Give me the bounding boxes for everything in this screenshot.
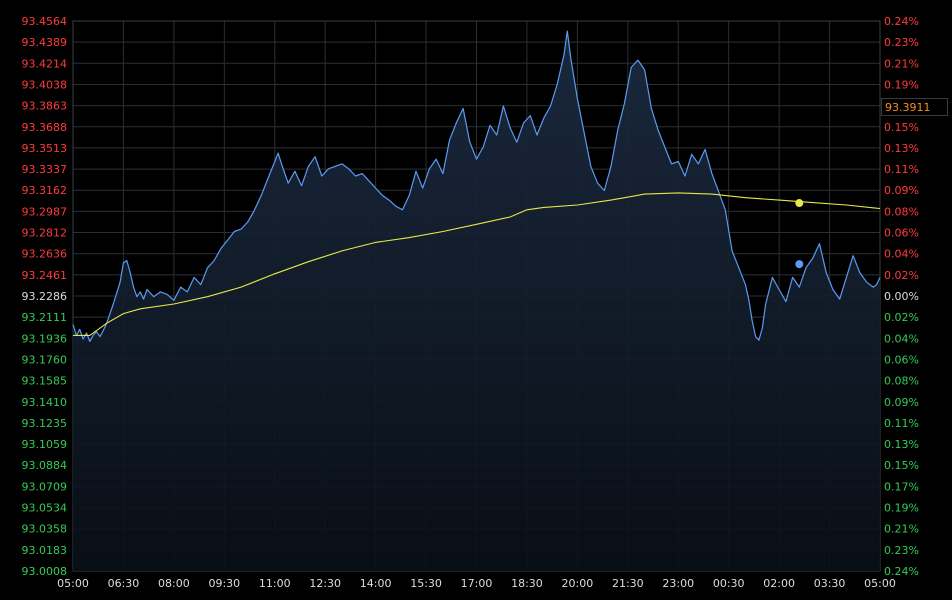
y-tick-label-left: 93.1760 <box>22 353 68 366</box>
series-markers <box>795 199 804 269</box>
x-tick-label: 05:00 <box>57 577 89 590</box>
y-tick-label-left: 93.4564 <box>22 15 68 28</box>
y-tick-label-right: 0.11% <box>884 163 919 176</box>
y-tick-label-left: 93.1235 <box>22 417 68 430</box>
y-tick-label-right: 0.23% <box>884 36 919 49</box>
y-tick-label-right: 0.02% <box>884 269 919 282</box>
x-tick-label: 08:00 <box>158 577 190 590</box>
x-tick-label: 11:00 <box>259 577 291 590</box>
y-tick-label-right: 0.19% <box>884 502 919 515</box>
y-tick-label-left: 93.3863 <box>22 100 68 113</box>
y-tick-label-right: 0.08% <box>884 205 919 218</box>
y-tick-label-left: 93.2636 <box>22 248 68 261</box>
y-tick-label-right: 0.21% <box>884 523 919 536</box>
price-area-fill <box>73 31 880 572</box>
average-marker <box>795 199 804 208</box>
y-tick-label-right: 0.06% <box>884 227 919 240</box>
y-tick-label-left: 93.4038 <box>22 78 68 91</box>
y-tick-label-left: 93.0358 <box>22 523 68 536</box>
y-tick-label-right: 0.19% <box>884 78 919 91</box>
y-tick-label-left: 93.0534 <box>22 502 68 515</box>
y-tick-label-left: 93.1059 <box>22 438 68 451</box>
y-tick-label-left: 93.2987 <box>22 205 68 218</box>
y-tick-label-right: 0.13% <box>884 142 919 155</box>
series-lines <box>72 30 881 342</box>
y-tick-label-left: 93.3337 <box>22 163 68 176</box>
x-tick-label: 06:30 <box>108 577 140 590</box>
y-tick-label-right: 0.11% <box>884 417 919 430</box>
y-tick-label-left: 93.3162 <box>22 184 68 197</box>
y-tick-label-right: 0.15% <box>884 459 919 472</box>
current-price-tag: 93.3911 <box>881 98 948 116</box>
y-tick-label-right: 0.04% <box>884 332 919 345</box>
y-tick-label-left: 93.0709 <box>22 480 68 493</box>
y-tick-label-right: 0.17% <box>884 480 919 493</box>
y-tick-label-right: 0.23% <box>884 544 919 557</box>
y-tick-label-left: 93.1585 <box>22 375 68 388</box>
left-price-axis: 93.4564 93.4389 93.4214 93.4038 93.3863 93.36… <box>22 15 68 578</box>
x-tick-label: 00:30 <box>713 577 745 590</box>
x-tick-label: 05:00 <box>864 577 896 590</box>
y-tick-label-right: 0.15% <box>884 121 919 134</box>
y-tick-label-right: 0.08% <box>884 375 919 388</box>
y-tick-label-left: 93.2111 <box>22 311 68 324</box>
y-tick-label-left: 93.1410 <box>22 396 68 409</box>
price-marker <box>795 260 804 269</box>
y-tick-label-left: 93.4214 <box>22 57 68 70</box>
x-tick-label: 15:30 <box>410 577 442 590</box>
y-tick-label-right: 0.24% <box>884 565 919 578</box>
average-line <box>73 192 881 336</box>
right-percent-axis: 0.24% 0.23% 0.21% 0.19% 0.17% 0.15% 0.13% 0.11%… <box>884 15 919 578</box>
y-tick-label-right: 0.24% <box>884 15 919 28</box>
time-axis: 05:00 06:30 08:00 09:30 11:00 12:30 14:00 15:30… <box>57 577 896 590</box>
x-tick-label: 03:30 <box>814 577 846 590</box>
y-tick-label-left: 93.3688 <box>22 121 68 134</box>
y-tick-label-left: 93.0884 <box>22 459 68 472</box>
y-tick-label-right: 0.09% <box>884 184 919 197</box>
y-tick-label-right: 0.02% <box>884 311 919 324</box>
x-tick-label: 14:00 <box>360 577 392 590</box>
x-tick-label: 12:30 <box>309 577 341 590</box>
y-tick-label-left: 93.2286 <box>22 290 68 303</box>
x-tick-label: 02:00 <box>763 577 795 590</box>
y-tick-label-left: 93.4389 <box>22 36 68 49</box>
y-tick-label-right: 0.00% <box>884 290 919 303</box>
y-tick-label-right: 0.13% <box>884 438 919 451</box>
x-tick-label: 23:00 <box>662 577 694 590</box>
y-tick-label-left: 93.0183 <box>22 544 68 557</box>
y-tick-label-left: 93.2812 <box>22 227 68 240</box>
y-tick-label-right: 0.04% <box>884 248 919 261</box>
y-tick-label-right: 0.09% <box>884 396 919 409</box>
y-tick-label-left: 93.1936 <box>22 332 68 345</box>
y-tick-label-right: 0.06% <box>884 353 919 366</box>
price-area <box>73 31 880 572</box>
x-tick-label: 17:00 <box>461 577 493 590</box>
y-tick-label-right: 0.21% <box>884 57 919 70</box>
x-tick-label: 20:00 <box>562 577 594 590</box>
y-tick-label-left: 93.0008 <box>22 565 68 578</box>
x-tick-label: 21:30 <box>612 577 644 590</box>
y-tick-label-left: 93.3513 <box>22 142 68 155</box>
x-tick-label: 09:30 <box>208 577 240 590</box>
x-tick-label: 18:30 <box>511 577 543 590</box>
price-line <box>72 30 881 342</box>
y-tick-label-left: 93.2461 <box>22 269 68 282</box>
